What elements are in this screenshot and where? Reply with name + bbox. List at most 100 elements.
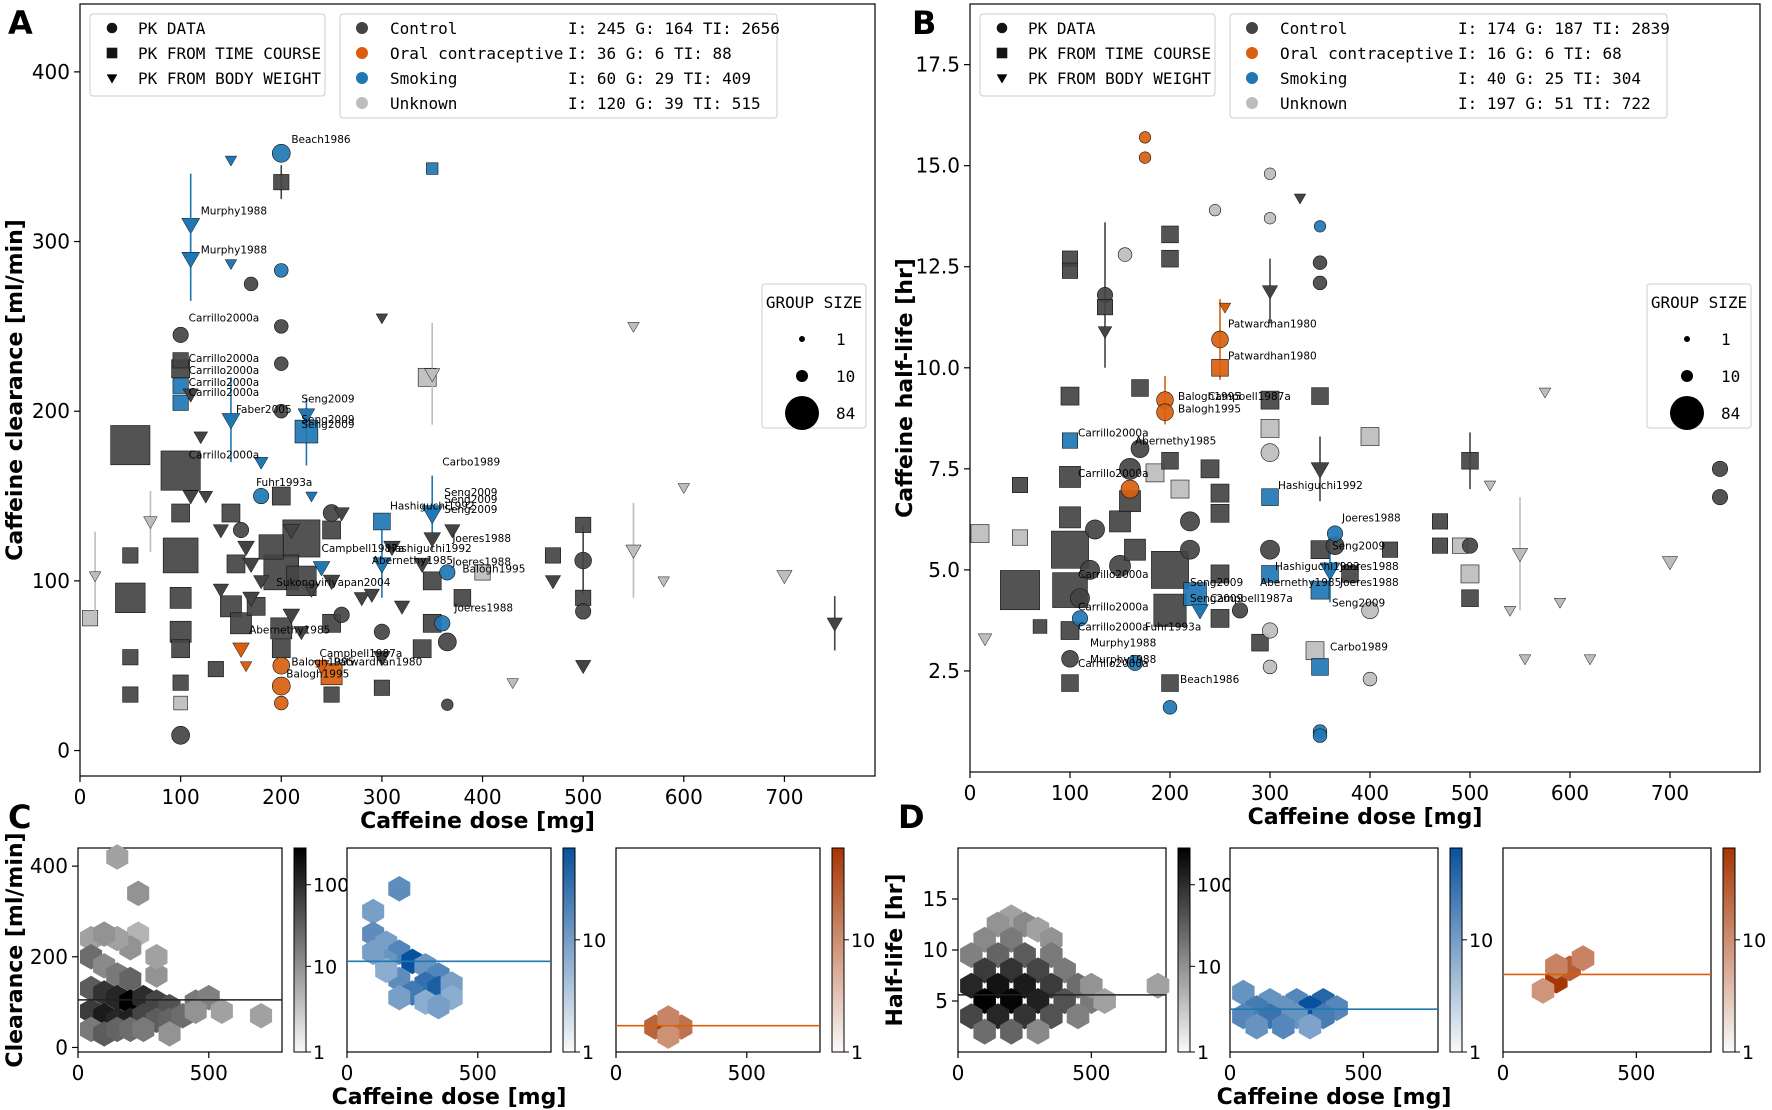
study-annotation: Balogh1995: [291, 657, 354, 669]
legend-smoking-marker: [1246, 72, 1258, 84]
y-axis-label: Caffeine clearance [ml/min]: [3, 219, 28, 561]
data-point-control: [193, 431, 209, 445]
hexbin-subplot-control: 0 500 5 10 15 1 10 100: [923, 847, 1233, 1085]
data-point-oral: [1211, 359, 1229, 377]
hexbin-cell: [1040, 1003, 1063, 1030]
data-point-oral: [274, 695, 289, 711]
hexbin-cell: [1272, 1013, 1295, 1040]
data-point-control: [270, 617, 293, 640]
group-legend-name: Unknown: [390, 94, 457, 113]
data-point-control: [1461, 537, 1479, 554]
data-layer: Patwardhan1980Patwardhan1980Balogh1995Ca…: [970, 131, 1729, 743]
data-point-unknown: [1538, 387, 1552, 399]
hexbin-cell: [1146, 972, 1170, 999]
data-point-control: [1059, 506, 1081, 529]
data-point-control: [1210, 609, 1230, 628]
data-point-unknown: [506, 678, 519, 690]
data-point-control: [1310, 462, 1330, 479]
hexbin-cell: [1531, 977, 1555, 1004]
data-point-control: [412, 639, 432, 659]
y-tick-label: 0: [55, 1035, 68, 1059]
colorbar-tick-label: 100: [313, 875, 349, 897]
study-annotation: Joeres1988: [1339, 577, 1399, 589]
data-point-smoking: [172, 394, 189, 411]
data-point-smoking: [224, 259, 238, 271]
size-legend-label: 84: [1721, 404, 1740, 423]
data-point-control: [575, 603, 592, 620]
data-point-control: [333, 606, 350, 623]
data-point-control: [1061, 262, 1079, 279]
study-annotation: Beach1986: [291, 134, 351, 146]
data-point-unknown: [1260, 443, 1280, 462]
hexbin-cell: [145, 962, 168, 988]
legend-control-marker: [356, 22, 368, 34]
legend-triangle-down-icon: [106, 74, 118, 84]
x-tick-label: 700: [1651, 781, 1689, 805]
colorbar-tick-label: 10: [582, 930, 606, 952]
hexbin-subplot-oral: 0 500 1 10: [1497, 847, 1766, 1085]
data-point-control: [453, 589, 472, 607]
size-legend-label: 84: [836, 404, 855, 423]
hexbin-cell: [1040, 942, 1063, 969]
data-point-control: [544, 547, 561, 564]
y-tick-label: 300: [32, 230, 70, 254]
legend-triangle-down-icon: [996, 74, 1008, 84]
data-point-control: [162, 537, 199, 574]
data-point-unknown: [1362, 671, 1378, 687]
data-point-control: [303, 583, 320, 598]
data-point-control: [1011, 477, 1029, 494]
study-annotation: Seng2009: [301, 414, 354, 426]
data-point-control: [373, 623, 390, 640]
group-legend-stats: I: 174 G: 187 TI: 2839: [1458, 19, 1670, 38]
data-point-oral: [1211, 330, 1229, 349]
group-legend: Control I: 245 G: 164 TI: 2656 Oral contra…: [339, 13, 780, 119]
data-point-smoking: [1191, 604, 1209, 620]
data-point-control: [1032, 619, 1048, 634]
data-point-unknown: [1460, 564, 1480, 584]
study-annotation: Abernethy1985: [1135, 436, 1216, 448]
study-annotation: Campbell1987a: [1210, 593, 1293, 605]
y-axis-label: Clearance [ml/min]: [3, 832, 28, 1067]
size-legend-box: [1646, 283, 1752, 429]
data-point-smoking: [439, 564, 456, 581]
hexbin-cell: [362, 939, 385, 965]
data-point-control: [1124, 538, 1146, 561]
y-tick-label: 5.0: [928, 558, 960, 582]
legend-circle-icon: [996, 22, 1008, 34]
study-annotation: Seng2009: [1190, 593, 1243, 605]
size-legend-label: 1: [1721, 330, 1731, 349]
data-point-smoking: [421, 505, 444, 525]
data-point-control: [422, 571, 442, 591]
data-point-control: [1119, 457, 1141, 480]
group-legend-stats: I: 36 G: 6 TI: 88: [568, 44, 732, 63]
size-legend-title: GROUP SIZE: [766, 293, 862, 312]
study-annotation: Carrillo2000a: [1078, 601, 1149, 613]
data-point-smoking: [1313, 220, 1327, 233]
data-point-unknown: [88, 571, 102, 583]
data-point-control: [1711, 460, 1729, 477]
data-point-control: [110, 425, 151, 466]
data-point-control: [1085, 519, 1105, 540]
data-point-control: [437, 632, 457, 652]
data-point-unknown: [1503, 606, 1517, 617]
data-point-unknown: [82, 610, 99, 627]
group-legend-box: [339, 13, 778, 119]
data-point-control: [1461, 589, 1479, 607]
hexbin-subplot-smoking: 0 500 1 10: [1224, 847, 1493, 1085]
data-point-control: [172, 326, 189, 343]
data-point-control: [274, 319, 289, 334]
hexbin-cell: [1545, 953, 1568, 980]
data-point-control: [1200, 459, 1220, 479]
hexbin-cell: [145, 944, 168, 970]
data-point-control: [1431, 513, 1449, 530]
size-legend: GROUP SIZE 1 10 84: [1646, 283, 1752, 430]
study-annotation: Seng2009: [1332, 541, 1385, 553]
size-legend-marker: [785, 396, 819, 430]
data-point-smoking: [1310, 580, 1330, 600]
y-tick-label: 15: [923, 887, 948, 911]
x-axis-label: Caffeine dose [mg]: [1248, 805, 1483, 830]
size-legend-marker: [1670, 396, 1704, 430]
data-point-oral: [1138, 151, 1152, 164]
plot-area: [969, 3, 1761, 773]
data-point-smoking: [253, 488, 270, 505]
